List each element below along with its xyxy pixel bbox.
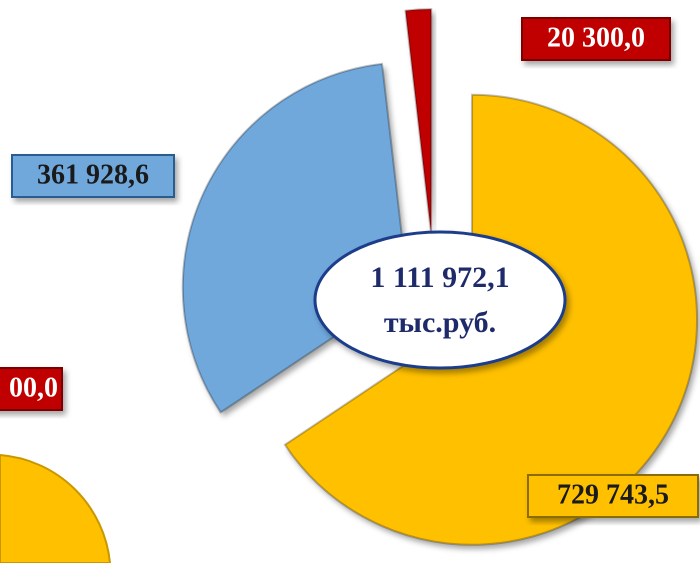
value-label: 20 300,0 <box>547 22 645 53</box>
value-label: 729 743,5 <box>557 479 669 510</box>
value-label-box <box>11 154 175 198</box>
pie-slice <box>404 8 433 235</box>
value-label: 361 928,6 <box>37 159 149 190</box>
value-label-box <box>527 474 699 518</box>
value-label-box <box>521 17 671 61</box>
center-unit: тыс.руб. <box>384 306 496 339</box>
pie-slice <box>181 62 409 414</box>
cropped-label: 00,0 <box>9 372 58 403</box>
center-total: 1 111 972,1 <box>370 261 509 294</box>
cropped-label-box <box>0 367 63 411</box>
cropped-slice <box>0 453 112 563</box>
center-ellipse <box>313 230 567 370</box>
